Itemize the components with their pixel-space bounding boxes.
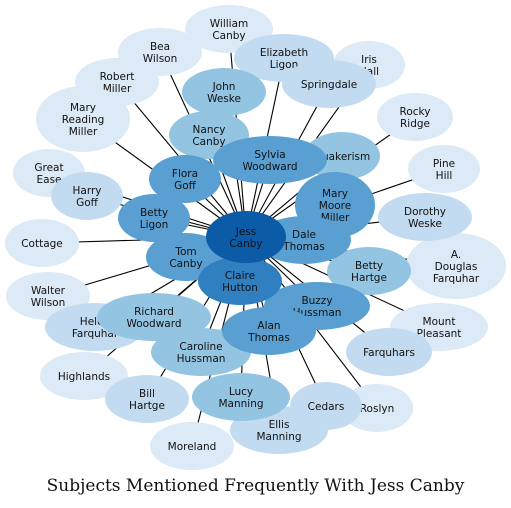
node-label-rocky-ridge: Rocky Ridge	[400, 106, 431, 130]
node-label-william-canby: William Canby	[210, 18, 248, 42]
node-label-mount-pleasant: Mount Pleasant	[417, 316, 462, 340]
node-label-claire-hutton: Claire Hutton	[222, 270, 258, 294]
node-layer: WilliamCanbyBeaWilsonIrisHallRobertMille…	[5, 5, 506, 470]
node-lucy-manning[interactable]: Lucy Manning	[192, 373, 290, 421]
node-label-cedars: Cedars	[308, 401, 345, 413]
node-alan-thomas[interactable]: Alan Thomas	[222, 307, 316, 355]
node-dorothy-weske[interactable]: Dorothy Weske	[378, 193, 472, 241]
node-bill-hartge[interactable]: Bill Hartge	[105, 375, 189, 423]
node-claire-hutton[interactable]: Claire Hutton	[198, 257, 282, 305]
node-farquhars[interactable]: Farquhars	[346, 328, 432, 376]
node-harry-goff[interactable]: Harry Goff	[51, 172, 123, 220]
node-pine-hill[interactable]: Pine Hill	[408, 145, 480, 193]
diagram-title: Subjects Mentioned Frequently With Jess …	[0, 476, 511, 496]
node-jess[interactable]: Jess Canby	[206, 211, 286, 263]
node-label-caroline-hussman: Caroline Hussman	[177, 341, 226, 365]
node-label-farquhars: Farquhars	[363, 347, 415, 359]
node-label-highlands: Highlands	[58, 371, 110, 383]
node-label-betty-ligon: Betty Ligon	[140, 207, 169, 231]
node-moreland[interactable]: Moreland	[150, 422, 234, 470]
node-label-flora-goff: Flora Goff	[172, 168, 198, 192]
node-label-richard-woodward: Richard Woodward	[126, 306, 181, 330]
node-springdale[interactable]: Springdale	[282, 60, 376, 108]
node-mary-reading-miller[interactable]: Mary Reading Miller	[36, 86, 130, 152]
network-graph: WilliamCanbyBeaWilsonIrisHallRobertMille…	[0, 0, 511, 470]
node-label-pine-hill: Pine Hill	[433, 158, 455, 182]
node-rocky-ridge[interactable]: Rocky Ridge	[377, 93, 453, 141]
node-label-walter-wilson: Walter Wilson	[31, 285, 66, 309]
node-label-nancy-canby: Nancy Canby	[192, 124, 225, 148]
node-label-cottage: Cottage	[21, 238, 63, 250]
node-label-dorothy-weske: Dorothy Weske	[404, 206, 446, 230]
node-cottage[interactable]: Cottage	[5, 219, 79, 267]
node-john-weske[interactable]: John Weske	[182, 68, 266, 116]
node-label-springdale: Springdale	[301, 79, 357, 91]
node-label-roslyn: Roslyn	[360, 403, 395, 415]
node-label-harry-goff: Harry Goff	[73, 185, 102, 209]
node-label-betty-hartge: Betty Hartge	[351, 260, 387, 284]
node-a-douglas-farquhar[interactable]: A. Douglas Farquhar	[406, 233, 506, 299]
node-sylvia-woodward[interactable]: Sylvia Woodward	[213, 136, 327, 184]
node-label-moreland: Moreland	[168, 441, 217, 453]
